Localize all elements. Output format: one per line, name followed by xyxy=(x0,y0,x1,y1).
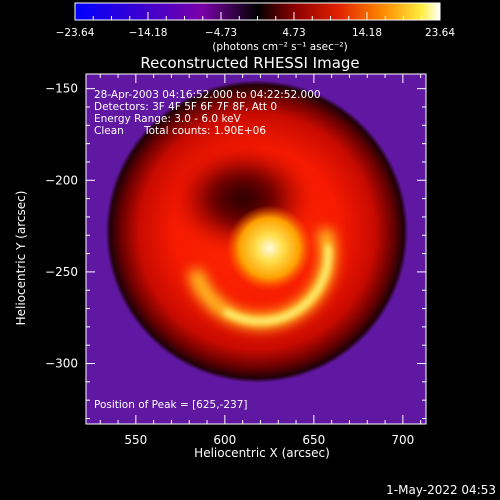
annotation-time-range: 28-Apr-2003 04:16:52.000 to 04:22:52.000 xyxy=(94,89,321,101)
x-tick-label: 550 xyxy=(124,433,147,447)
footer-date: 1-May-2022 04:53 xyxy=(386,483,496,497)
x-tick-label: 700 xyxy=(391,433,414,447)
annotation-peak: Position of Peak = [625,-237] xyxy=(94,399,248,411)
y-tick-label: −250 xyxy=(45,265,78,279)
y-axis-tick-labels: −150 −200 −250 −300 xyxy=(45,82,78,371)
colorbar-tick-label: 4.73 xyxy=(282,27,305,39)
emission-arc-core xyxy=(223,244,332,325)
colorbar-tick-label: −4.73 xyxy=(205,27,237,39)
colorbar: −23.64 −14.18 −4.73 4.73 14.18 23.64 (photons… xyxy=(56,2,456,53)
annotation-method: Clean xyxy=(94,125,124,137)
image-area xyxy=(86,74,426,424)
y-axis-ticks xyxy=(86,88,426,420)
y-tick-label: −150 xyxy=(45,82,78,96)
colorbar-tick-labels: −23.64 −14.18 −4.73 4.73 14.18 23.64 xyxy=(56,27,456,39)
annotation-energy: Energy Range: 3.0 - 6.0 keV xyxy=(94,113,242,125)
chart-title: Reconstructed RHESSI Image xyxy=(140,54,359,72)
x-axis-tick-labels: 550 600 650 700 xyxy=(124,433,414,447)
y-axis-label: Heliocentric Y (arcsec) xyxy=(14,191,28,326)
x-axis-label: Heliocentric X (arcsec) xyxy=(194,446,330,460)
y-tick-label: −200 xyxy=(45,173,78,187)
colorbar-tick-label: 23.64 xyxy=(425,27,455,39)
plot-frame xyxy=(85,73,427,425)
y-tick-label: −300 xyxy=(45,357,78,371)
annotation-counts: Total counts: 1.90E+06 xyxy=(143,125,266,137)
colorbar-tick-label: −23.64 xyxy=(56,27,95,39)
annotation-detectors: Detectors: 3F 4F 5F 6F 7F 8F, Att 0 xyxy=(94,101,277,113)
x-tick-label: 600 xyxy=(213,433,236,447)
colorbar-unit-label: (photons cm⁻² s⁻¹ asec⁻²) xyxy=(212,41,347,53)
colorbar-tick-label: 14.18 xyxy=(352,27,382,39)
colorbar-tick-label: −14.18 xyxy=(129,27,168,39)
x-tick-label: 650 xyxy=(302,433,325,447)
emission-peak xyxy=(226,205,313,291)
x-axis-ticks xyxy=(99,74,422,424)
annotations: 28-Apr-2003 04:16:52.000 to 04:22:52.000… xyxy=(94,89,321,411)
colorbar-ticks xyxy=(74,12,441,20)
